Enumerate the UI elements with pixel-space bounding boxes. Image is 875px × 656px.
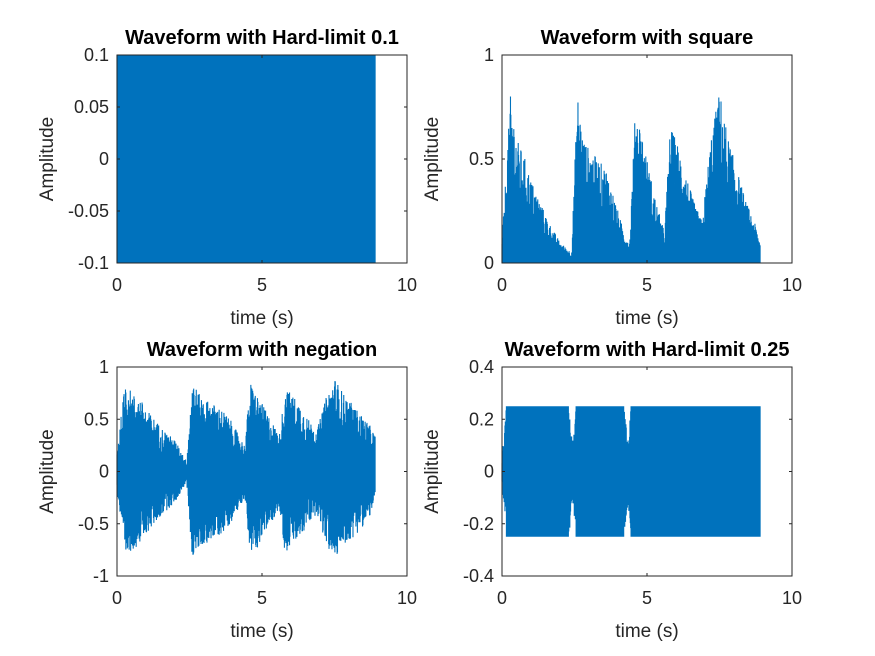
x-tick-label: 0 (497, 275, 507, 295)
y-axis-label: Amplitude (422, 429, 443, 514)
y-tick-label: -1 (93, 566, 109, 586)
x-axis-label: time (s) (230, 308, 293, 329)
y-axis-label: Amplitude (37, 117, 58, 202)
x-tick-label: 10 (397, 588, 417, 608)
y-axis-label: Amplitude (422, 117, 443, 202)
x-axis-label: time (s) (615, 308, 678, 329)
y-tick-label: 0.5 (469, 149, 494, 169)
chart-title: Waveform with negation (147, 339, 377, 361)
y-tick-label: -0.5 (78, 514, 109, 534)
y-tick-label: 1 (484, 45, 494, 65)
y-tick-label: 0 (99, 462, 109, 482)
waveform-series-1 (116, 55, 376, 263)
x-tick-label: 5 (257, 275, 267, 295)
x-tick-label: 10 (397, 275, 417, 295)
x-tick-label: 0 (112, 588, 122, 608)
subplot-1: 0 5 10 -0.1 -0.05 0 0.05 0.1 Waveform with Hard-… (37, 27, 417, 329)
y-tick-label: -0.1 (78, 253, 109, 273)
y-tick-label: -0.05 (68, 201, 109, 221)
y-tick-label: 0 (484, 462, 494, 482)
subplot-4: 0 5 10 -0.4 -0.2 0 0.2 0.4 Waveform with Hard-li… (422, 339, 802, 642)
waveform-series-1 (501, 406, 761, 537)
subplot-2: 0 5 10 0 0.5 1 Waveform with square time (s) Amp… (422, 27, 802, 329)
y-tick-label: -0.2 (463, 514, 494, 534)
y-tick-label: 0.2 (469, 409, 494, 429)
y-tick-label: 0.1 (84, 45, 109, 65)
y-tick-label: 0.4 (469, 357, 494, 377)
y-tick-label: 0.05 (74, 97, 109, 117)
x-axis-label: time (s) (230, 621, 293, 642)
x-tick-label: 0 (497, 588, 507, 608)
y-tick-label: 1 (99, 357, 109, 377)
chart-title: Waveform with Hard-limit 0.25 (505, 339, 790, 361)
y-tick-label: -0.4 (463, 566, 494, 586)
x-axis-label: time (s) (615, 621, 678, 642)
y-tick-label: 0 (484, 253, 494, 273)
y-axis-label: Amplitude (37, 429, 58, 514)
y-tick-label: 0.5 (84, 409, 109, 429)
chart-title: Waveform with Hard-limit 0.1 (125, 27, 399, 49)
chart-title: Waveform with square (541, 27, 754, 49)
x-tick-label: 10 (782, 275, 802, 295)
x-tick-label: 5 (642, 275, 652, 295)
x-tick-label: 0 (112, 275, 122, 295)
x-tick-label: 10 (782, 588, 802, 608)
subplot-3: 0 5 10 -1 -0.5 0 0.5 1 Waveform with negation tim… (37, 339, 417, 642)
x-tick-label: 5 (257, 588, 267, 608)
x-tick-label: 5 (642, 588, 652, 608)
y-tick-label: 0 (99, 149, 109, 169)
